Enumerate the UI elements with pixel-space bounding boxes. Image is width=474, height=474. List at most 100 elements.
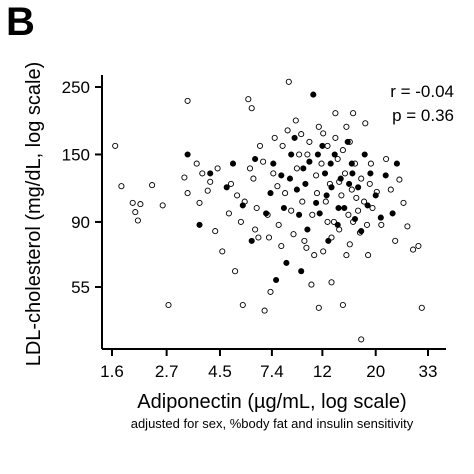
data-point-open	[339, 147, 346, 154]
data-point-open	[165, 301, 172, 309]
data-point-open	[318, 160, 325, 167]
data-point-filled	[239, 202, 246, 209]
y-tick-label: 90	[71, 213, 90, 232]
y-axis-title: LDL-cholesterol (mg/dL, log scale)	[23, 62, 45, 367]
data-point-filled	[270, 160, 277, 167]
data-point-open	[313, 190, 321, 197]
data-point-open	[112, 142, 119, 149]
y-tick-label: 55	[71, 278, 90, 297]
data-point-filled	[300, 165, 307, 172]
data-point-open	[404, 223, 411, 230]
data-point-open	[341, 170, 349, 177]
data-point-open	[324, 142, 331, 149]
data-point-open	[159, 202, 166, 209]
stat-r: r = -0.04	[390, 82, 454, 101]
data-point-open	[265, 234, 273, 241]
data-point-filled	[364, 202, 371, 209]
data-point-open	[284, 127, 291, 134]
axes	[101, 75, 446, 350]
data-point-filled	[349, 170, 356, 177]
data-point-open	[137, 201, 144, 208]
data-point-open	[193, 160, 200, 167]
x-tick-label: 1.6	[100, 362, 124, 381]
data-point-filled	[334, 221, 341, 228]
data-point-open	[237, 218, 244, 225]
data-point-open	[290, 231, 297, 238]
data-point-open	[338, 192, 345, 199]
data-point-open	[288, 207, 295, 214]
panel-letter: B	[6, 0, 35, 44]
data-point-filled	[393, 160, 400, 167]
data-point-open	[248, 105, 255, 112]
data-point-open	[234, 192, 241, 199]
data-point-open	[324, 218, 331, 225]
data-point-open	[207, 178, 214, 185]
data-point-open	[396, 176, 403, 183]
data-point-filled	[293, 186, 300, 193]
data-point-filled	[302, 180, 309, 187]
data-point-open	[267, 288, 274, 295]
data-point-filled	[291, 134, 298, 141]
data-point-open	[271, 134, 278, 141]
data-point-open	[410, 246, 417, 253]
data-point-open	[365, 252, 372, 259]
data-point-filled	[310, 91, 317, 98]
data-point-open	[149, 182, 156, 189]
data-point-open	[129, 199, 136, 206]
data-point-filled	[304, 226, 311, 233]
data-point-open	[346, 241, 353, 248]
data-point-open	[260, 158, 267, 165]
data-point-filled	[321, 170, 329, 177]
data-point-filled	[306, 158, 313, 165]
data-point-open	[363, 221, 371, 228]
data-point-filled	[316, 210, 323, 217]
data-point-open	[256, 142, 264, 149]
data-point-filled	[327, 160, 334, 167]
data-point-filled	[248, 237, 255, 244]
data-point-open	[367, 160, 374, 167]
data-point-filled	[367, 170, 374, 177]
data-point-open	[361, 198, 368, 205]
data-point-filled	[337, 175, 344, 182]
data-point-open	[348, 186, 355, 193]
data-point-filled	[389, 210, 396, 217]
data-point-open	[232, 268, 239, 275]
data-point-open	[227, 180, 235, 187]
data-point-filled	[361, 151, 368, 158]
data-point-open	[184, 97, 191, 104]
data-point-filled	[286, 175, 294, 182]
data-point-open	[332, 110, 339, 117]
data-points	[112, 78, 425, 343]
data-point-open	[299, 198, 306, 205]
data-point-open	[219, 248, 226, 255]
data-point-filled	[348, 160, 355, 167]
data-point-filled	[372, 192, 379, 199]
data-point-open	[196, 199, 203, 206]
data-point-open	[275, 221, 282, 228]
x-ticks: 1.6 2.7 4.5 7.4 12 20 33	[100, 349, 437, 381]
data-point-filled	[331, 151, 338, 158]
data-point-open	[292, 117, 299, 124]
data-point-filled	[335, 204, 342, 212]
x-tick-label: 20	[366, 362, 385, 381]
data-point-open	[353, 194, 360, 201]
data-point-filled	[263, 210, 270, 217]
data-point-open	[239, 301, 246, 309]
data-point-filled	[313, 199, 320, 206]
data-point-open	[225, 210, 232, 217]
data-point-filled	[382, 172, 389, 179]
data-point-open	[303, 244, 310, 251]
data-point-open	[293, 165, 300, 172]
data-point-open	[274, 183, 281, 190]
stat-p: p = 0.36	[392, 106, 454, 125]
data-point-filled	[229, 160, 237, 167]
data-point-open	[132, 209, 139, 216]
data-point-filled	[207, 170, 214, 177]
data-point-open	[369, 204, 376, 212]
data-point-open	[250, 175, 257, 182]
data-point-open	[313, 172, 320, 179]
data-point-open	[358, 175, 365, 182]
data-point-open	[301, 237, 308, 244]
data-point-filled	[341, 204, 348, 212]
data-point-open	[285, 78, 292, 85]
